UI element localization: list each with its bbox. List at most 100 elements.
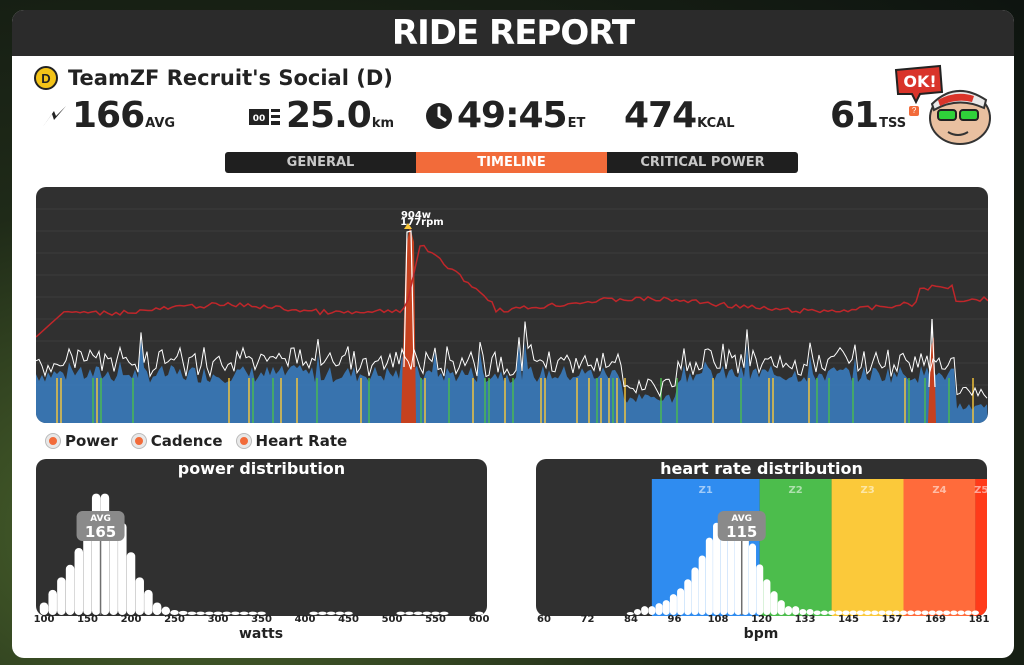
x-tick-label: 150 (77, 614, 98, 625)
histogram-bar (871, 610, 879, 615)
histogram-bar (74, 548, 84, 615)
histogram-bar (770, 591, 778, 615)
legend-heart-rate[interactable]: Heart Rate (236, 432, 347, 450)
zone-label: Z3 (860, 485, 874, 496)
histogram-bar (318, 611, 327, 615)
zone-stripe (488, 378, 490, 423)
x-tick-label: 500 (381, 614, 403, 625)
histogram-bar (698, 555, 706, 615)
histogram-bar (396, 611, 405, 615)
histogram-bar (684, 579, 692, 615)
zone-stripe (828, 378, 830, 423)
power-value: 166 (72, 95, 145, 136)
power-trace (36, 321, 988, 399)
histogram-bar (705, 537, 713, 615)
zone-stripe (420, 378, 422, 423)
histogram-bar (734, 516, 742, 615)
zone-stripe (60, 378, 62, 423)
x-tick-label: 200 (120, 614, 142, 625)
histogram-bar (864, 610, 872, 615)
x-tick-label: 600 (468, 614, 490, 625)
histogram-bar (856, 610, 864, 615)
zone-stripe (852, 378, 854, 423)
histogram-bar (914, 610, 922, 615)
x-tick-label: 400 (294, 614, 316, 625)
zone-stripe (280, 378, 282, 423)
tab-general[interactable]: GENERAL (286, 155, 355, 170)
zone-stripe (808, 378, 810, 423)
avg-value: 115 (726, 523, 757, 541)
zone-stripe (616, 378, 618, 423)
histogram-bar (748, 543, 757, 615)
histogram-bar (669, 594, 677, 615)
histogram-bar (178, 610, 188, 615)
histogram-bar (655, 603, 663, 615)
histogram-bar (152, 602, 162, 615)
histogram-bar (806, 609, 814, 615)
legend-cadence[interactable]: Cadence (131, 432, 223, 450)
stat-calories: 474 KCAL (624, 96, 735, 136)
zone-stripe (132, 378, 134, 423)
zone-stripe (924, 378, 926, 423)
histogram-bar (792, 606, 800, 615)
histogram-bar (205, 611, 214, 615)
x-tick-label: 120 (751, 614, 772, 625)
calories-unit: KCAL (697, 116, 735, 131)
zone-stripe (768, 378, 770, 423)
histogram-bar (899, 610, 908, 615)
zone-stripe (360, 378, 362, 423)
zone-stripe (904, 378, 906, 423)
x-tick-label: 350 (251, 614, 272, 625)
zone-band (903, 479, 976, 616)
histogram-bar (422, 611, 432, 615)
histogram-bar (907, 610, 915, 615)
tab-timeline[interactable]: TIMELINE (416, 152, 607, 173)
stat-distance: 00 25.0 km (248, 96, 394, 136)
legend-dot (46, 434, 60, 448)
histogram-bar (413, 611, 423, 615)
heart-rate-distribution-title: heart rate distribution (660, 459, 863, 478)
zone-band (831, 479, 904, 616)
zone-band (975, 479, 987, 616)
timeline-chart[interactable]: 904w 177rpm (36, 187, 988, 423)
distance-value: 25.0 (286, 95, 372, 136)
tss-help-button[interactable]: ? (909, 106, 920, 116)
peak-cadence-label: 177rpm (400, 217, 443, 228)
histogram-bar (431, 611, 440, 615)
zone-stripe (624, 378, 626, 423)
legend-power[interactable]: Power (46, 432, 118, 450)
histogram-bar (309, 611, 318, 615)
zone-stripe (504, 378, 506, 423)
histogram-bar (662, 600, 670, 615)
tss-unit: TSS (879, 116, 907, 131)
histogram-bar (633, 609, 641, 615)
histogram-bar (885, 610, 893, 615)
power-unit: AVG (145, 116, 176, 131)
tab-critical-power[interactable]: CRITICAL POWER (640, 155, 765, 170)
histogram-bar (813, 610, 821, 615)
histogram-bar (248, 611, 258, 615)
zone-stripe (92, 378, 94, 423)
histogram-bar (756, 564, 764, 615)
cadence-spike (401, 227, 416, 423)
avg-value: 165 (85, 523, 116, 541)
peak-marker-icon (404, 223, 412, 229)
peak-power-label: 904w (401, 210, 431, 221)
x-tick-label: 550 (425, 614, 446, 625)
zone-band (759, 479, 832, 616)
histogram-bar (626, 612, 634, 615)
histogram-bar (144, 589, 153, 615)
zone-stripe (772, 378, 774, 423)
histogram-bar (921, 610, 929, 615)
legend-power-label: Power (65, 432, 118, 450)
zone-stripe (544, 378, 546, 423)
zone-stripe (296, 378, 298, 423)
svg-text:00: 00 (253, 114, 266, 124)
heart-rate-distribution-chart: Z1 Z2 Z3 Z4 Z5 AVG 115 heart rate distribution (536, 459, 987, 616)
zone-stripe (612, 378, 614, 423)
zone-stripe (596, 378, 598, 423)
x-tick-label: 133 (794, 614, 816, 625)
x-tick-label: 450 (338, 614, 359, 625)
histogram-bar (935, 610, 943, 615)
histogram-bar (170, 609, 179, 615)
